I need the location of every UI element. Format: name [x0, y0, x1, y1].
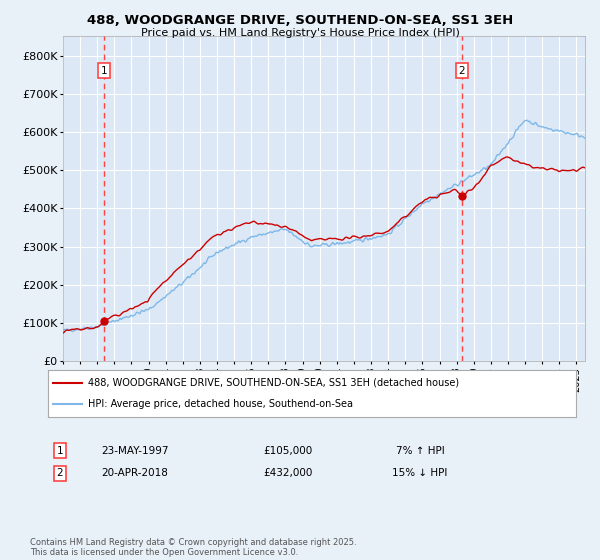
Text: HPI: Average price, detached house, Southend-on-Sea: HPI: Average price, detached house, Sout… [88, 399, 353, 409]
Text: 15% ↓ HPI: 15% ↓ HPI [392, 468, 448, 478]
Text: 1: 1 [56, 446, 64, 456]
Text: 2: 2 [458, 66, 465, 76]
Text: 1: 1 [101, 66, 107, 76]
Text: 488, WOODGRANGE DRIVE, SOUTHEND-ON-SEA, SS1 3EH (detached house): 488, WOODGRANGE DRIVE, SOUTHEND-ON-SEA, … [88, 378, 459, 388]
Text: 23-MAY-1997: 23-MAY-1997 [101, 446, 169, 456]
Text: 2: 2 [56, 468, 64, 478]
Text: Contains HM Land Registry data © Crown copyright and database right 2025.
This d: Contains HM Land Registry data © Crown c… [30, 538, 356, 557]
Text: £105,000: £105,000 [263, 446, 313, 456]
Text: 488, WOODGRANGE DRIVE, SOUTHEND-ON-SEA, SS1 3EH: 488, WOODGRANGE DRIVE, SOUTHEND-ON-SEA, … [87, 14, 513, 27]
Text: 7% ↑ HPI: 7% ↑ HPI [395, 446, 445, 456]
Text: Price paid vs. HM Land Registry's House Price Index (HPI): Price paid vs. HM Land Registry's House … [140, 28, 460, 38]
Text: £432,000: £432,000 [263, 468, 313, 478]
Text: 20-APR-2018: 20-APR-2018 [101, 468, 169, 478]
